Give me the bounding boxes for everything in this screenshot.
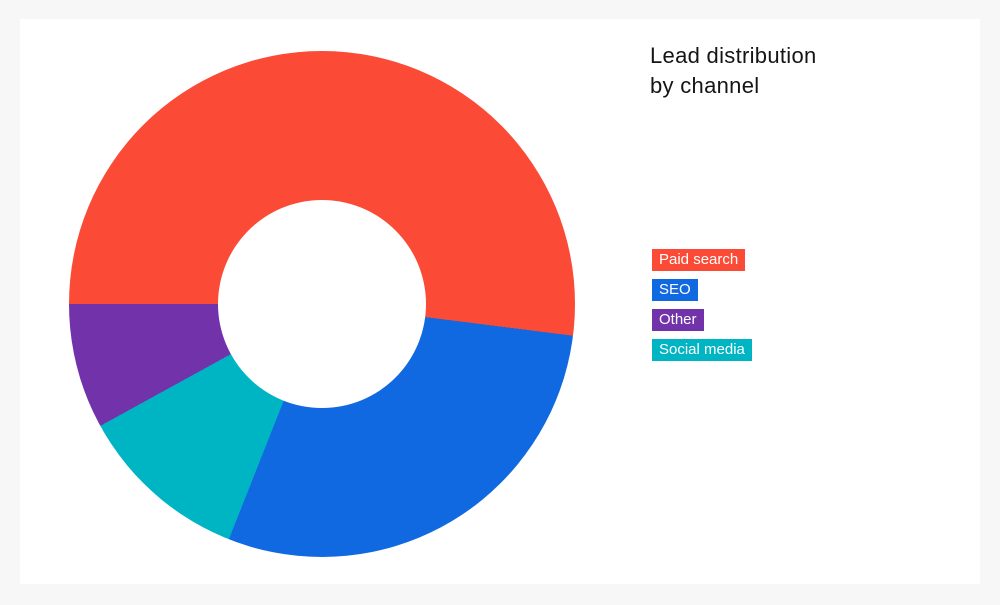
legend-item-other: Other <box>652 309 704 331</box>
chart-title-line-2: by channel <box>650 73 760 98</box>
legend-item-seo: SEO <box>652 279 698 301</box>
donut-chart <box>69 51 575 557</box>
chart-legend: Paid search SEO Other Social media <box>652 249 752 361</box>
chart-title-line-1: Lead distribution <box>650 43 817 68</box>
donut-hole <box>218 200 426 408</box>
chart-card: Lead distribution by channel Paid search… <box>20 19 980 584</box>
legend-item-paid-search: Paid search <box>652 249 746 271</box>
chart-title: Lead distribution by channel <box>650 41 817 101</box>
legend-item-social-media: Social media <box>652 339 752 361</box>
